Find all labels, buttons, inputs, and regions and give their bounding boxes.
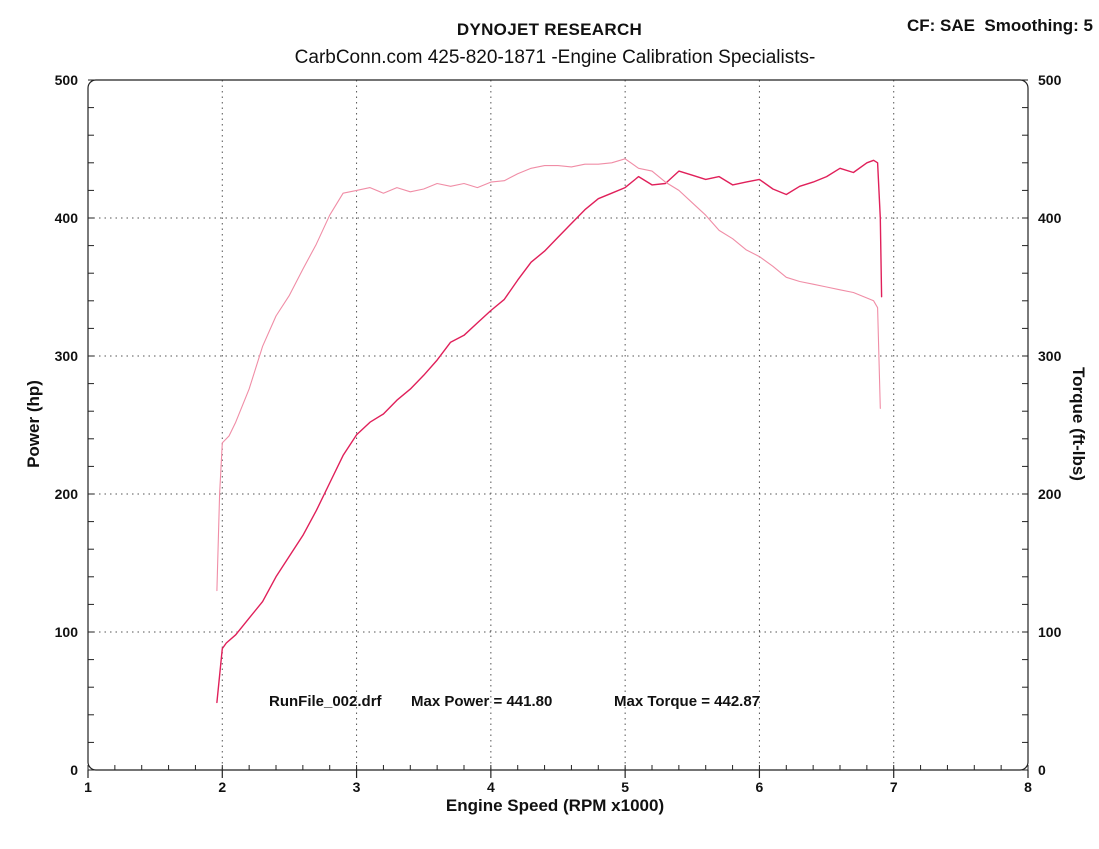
x-tick-label: 6	[756, 779, 764, 795]
y2-tick-label: 500	[1038, 72, 1062, 88]
chart-subtitle: CarbConn.com 425-820-1871 -Engine Calibr…	[294, 47, 816, 68]
chart-title: DYNOJET RESEARCH	[456, 20, 643, 39]
y2-tick-label: 300	[1038, 348, 1062, 364]
y2-tick-label: 100	[1038, 624, 1062, 640]
y-tick-label: 200	[55, 486, 79, 502]
y2-axis-title: Torque (ft-lbs)	[1069, 367, 1088, 481]
x-tick-label: 2	[218, 779, 226, 795]
x-tick-label: 5	[621, 779, 629, 795]
x-tick-label: 8	[1024, 779, 1032, 795]
x-axis-title: Engine Speed (RPM x1000)	[446, 796, 664, 815]
annotation-max-torque: Max Torque = 442.87	[614, 693, 760, 710]
x-tick-label: 7	[890, 779, 898, 795]
series-lines	[216, 158, 883, 704]
y2-tick-label: 200	[1038, 486, 1062, 502]
grid-lines	[88, 80, 1028, 770]
x-tick-label: 3	[353, 779, 361, 795]
y-tick-label: 500	[55, 72, 79, 88]
correction-factor-label: CF: SAE Smoothing: 5	[906, 16, 1093, 35]
annotation-runfile: RunFile_002.drf	[269, 693, 383, 710]
y2-tick-label: 0	[1038, 762, 1046, 778]
x-tick-label: 4	[487, 779, 495, 795]
annotation-max-power: Max Power = 441.80	[411, 693, 552, 710]
y-tick-label: 400	[55, 210, 79, 226]
y-tick-label: 300	[55, 348, 79, 364]
y-tick-label: 100	[55, 624, 79, 640]
y-tick-label: 0	[70, 762, 78, 778]
y2-tick-label: 400	[1038, 210, 1062, 226]
torque-line	[216, 158, 881, 592]
x-tick-label: 1	[84, 779, 92, 795]
plot-frame	[87, 79, 1029, 771]
power-line	[216, 159, 883, 704]
y-axis-title: Power (hp)	[24, 380, 43, 468]
